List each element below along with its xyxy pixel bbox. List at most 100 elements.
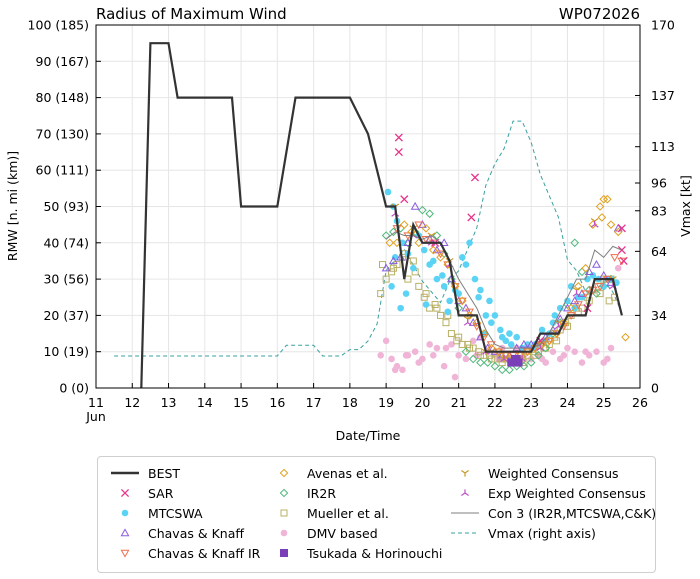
- con3-line: [385, 231, 623, 349]
- dmv-point: [391, 366, 399, 374]
- mueller-point: [409, 257, 417, 265]
- y-tick-label: 50 (93): [43, 199, 89, 214]
- chavas_ir-point: [573, 301, 583, 310]
- chavas-point: [432, 245, 442, 254]
- x-tick-label: 26: [632, 395, 648, 410]
- y-tick-label: 20 (37): [43, 308, 89, 323]
- mtcswa-point: [455, 290, 462, 297]
- y2-tick-label: 0: [651, 381, 659, 396]
- dmv-point: [442, 344, 450, 352]
- mueller-point: [475, 348, 483, 356]
- x-tick-label: 17: [306, 395, 322, 410]
- sar-point: [617, 224, 626, 233]
- mtcswa-point: [589, 272, 597, 279]
- avenas-point: [603, 194, 612, 204]
- avenas-point: [421, 223, 431, 233]
- dmv-point: [538, 355, 546, 363]
- mtcswa-point: [440, 283, 448, 290]
- exp_weighted-point: [536, 344, 545, 352]
- avenas-point: [621, 332, 630, 342]
- dmv-point: [564, 344, 571, 352]
- ir2r-point: [505, 365, 514, 375]
- sar-point: [470, 173, 480, 182]
- avenas-point: [501, 351, 511, 360]
- legend-swatch: [451, 532, 479, 534]
- chavas-point: [461, 303, 471, 312]
- ticks-layer: 11 12 13 14 15 16 17 18 19 20 21 22 23 24 25 26 0 (0) 10 …: [28, 18, 675, 411]
- avenas-point: [545, 336, 554, 346]
- avenas-point: [399, 220, 409, 229]
- legend-item-ir2r: IR2R: [269, 483, 336, 503]
- legend-item-vmax: Vmax (right axis): [450, 523, 596, 543]
- x-tick-label: 22: [487, 395, 503, 410]
- grid: [95, 24, 641, 389]
- legend-item-chavas_ir: Chavas & Knaff IR: [110, 543, 260, 563]
- mtcswa-point: [524, 341, 531, 348]
- x-axis-label: Date/Time: [336, 428, 401, 443]
- dmv-point: [607, 344, 615, 352]
- legend-marker: [461, 489, 469, 497]
- mtcswa-point: [498, 333, 506, 341]
- mueller-point: [605, 297, 613, 305]
- legend-item-mueller: Mueller et al.: [269, 503, 389, 523]
- ir2r-point: [570, 238, 580, 248]
- mtcswa-point: [497, 326, 504, 334]
- legend-item-exp_weighted: Exp Weighted Consensus: [450, 483, 646, 503]
- mueller-point: [431, 301, 439, 309]
- legend-marker: [121, 509, 129, 517]
- ir2r-point: [577, 267, 587, 277]
- mtcswa-point: [397, 304, 404, 312]
- avenas-point: [606, 220, 616, 229]
- y2-tick-label: 113: [651, 139, 675, 154]
- legend-label: Avenas et al.: [307, 465, 388, 481]
- x-tick-label: 19: [378, 395, 394, 410]
- mtcswa-point: [429, 257, 437, 265]
- chavas_ir-point: [421, 235, 431, 244]
- mtcswa-point: [486, 297, 493, 305]
- avenas-point: [428, 245, 438, 255]
- legend-swatch: [280, 509, 288, 517]
- ir2r-point: [497, 365, 507, 375]
- dmv-point: [415, 359, 423, 366]
- chavas_ir-point: [581, 290, 591, 299]
- x-tick-label: 15: [233, 395, 249, 410]
- ir2r-point: [483, 358, 492, 367]
- legend-label: DMV based: [307, 525, 378, 541]
- x-tick-label: 25: [596, 395, 612, 410]
- legend-swatch: [111, 471, 139, 475]
- chavas_ir-point: [436, 250, 445, 259]
- mueller-point: [458, 340, 466, 348]
- legend-swatch: [280, 529, 288, 537]
- dmv-point: [440, 362, 448, 370]
- avenas-point: [523, 347, 532, 357]
- dmv-point: [582, 348, 589, 356]
- mueller-point: [455, 333, 463, 341]
- dmv-point: [451, 373, 459, 381]
- x-tick-label: 16: [269, 395, 285, 410]
- mtcswa-point: [477, 286, 484, 294]
- mueller-point: [426, 304, 434, 312]
- vmax-line: [114, 120, 623, 357]
- mueller-point: [578, 304, 586, 312]
- mueller-point: [420, 293, 428, 301]
- legend-item-chavas: Chavas & Knaff: [110, 523, 244, 543]
- sar-point: [467, 213, 476, 222]
- dmv-point: [571, 348, 579, 356]
- y-tick-label: 80 (148): [36, 90, 90, 105]
- dmv-point: [377, 352, 384, 359]
- mueller-point: [422, 290, 430, 298]
- mtcswa-point: [458, 254, 466, 261]
- y-tick-label: 70 (130): [36, 126, 90, 141]
- legend-swatch: [461, 469, 469, 477]
- x-tick-label: 24: [560, 395, 576, 410]
- dmv-point: [399, 366, 406, 374]
- legend: BEST SAR MTCSWA Chavas & Knaff Chavas & Knaf…: [97, 456, 656, 573]
- mtcswa-point: [466, 239, 473, 247]
- avenas-point: [385, 238, 395, 248]
- ir2r-point: [526, 358, 536, 367]
- avenas-point: [465, 311, 474, 320]
- chavas-point: [584, 267, 594, 276]
- y2-tick-label: 34: [651, 308, 667, 323]
- mueller-point: [389, 264, 397, 272]
- mueller-point: [433, 304, 441, 312]
